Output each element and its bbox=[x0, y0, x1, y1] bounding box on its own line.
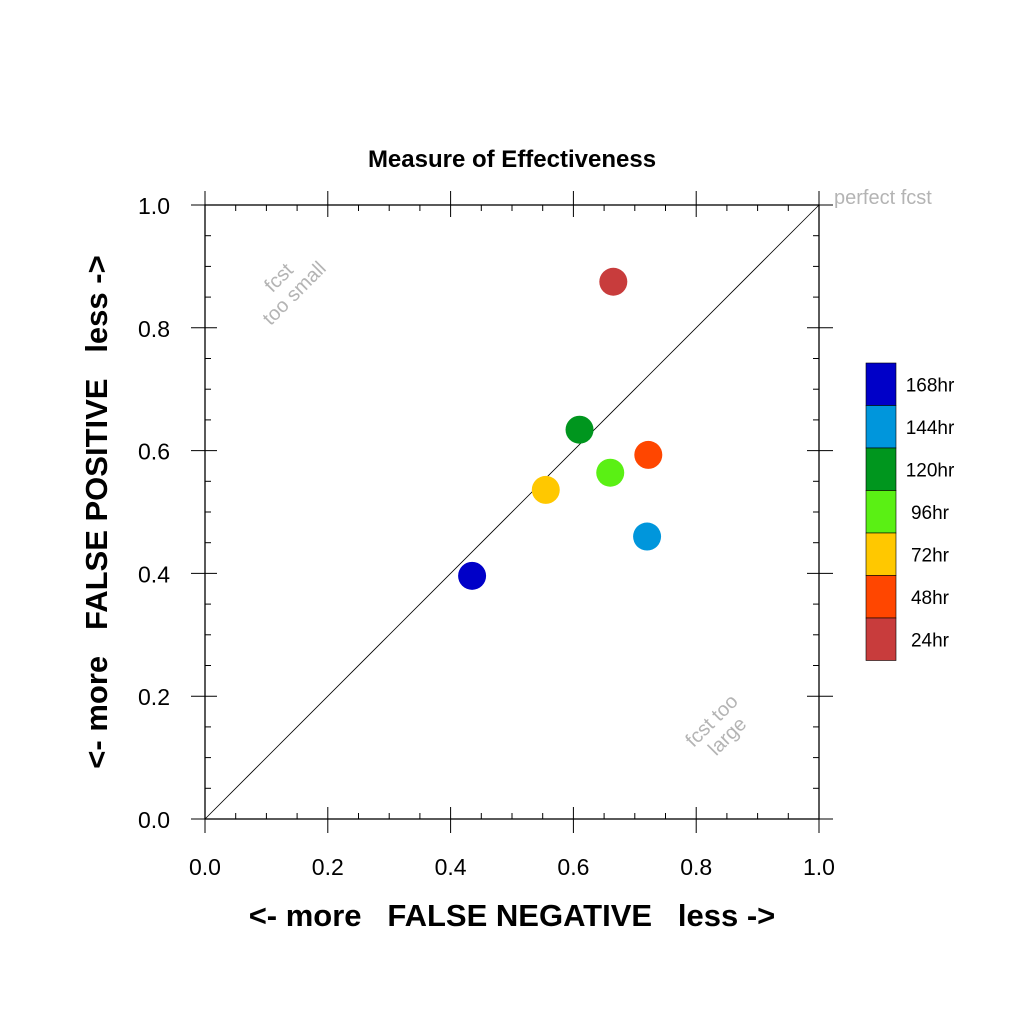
y-tick-label: 0.2 bbox=[138, 684, 170, 710]
x-tick-label: 1.0 bbox=[803, 854, 835, 880]
point-144hr bbox=[633, 522, 662, 551]
y-tick-label: 0.8 bbox=[138, 316, 170, 342]
legend-swatch-144hr bbox=[865, 405, 897, 449]
legend-label-48hr: 48hr bbox=[911, 588, 950, 609]
legend-swatch-96hr bbox=[865, 490, 897, 534]
fcst-too-small-label: fcst too small bbox=[259, 258, 331, 330]
diagonal-line bbox=[204, 204, 820, 820]
y-tick-label: 0.6 bbox=[138, 439, 170, 465]
x-tick-label: 0.8 bbox=[680, 854, 712, 880]
legend-label-96hr: 96hr bbox=[911, 503, 950, 524]
axis-ticks bbox=[191, 191, 833, 833]
y-tick-label: 0.4 bbox=[138, 561, 170, 587]
legend-swatch-48hr bbox=[865, 575, 897, 619]
legend-label-72hr: 72hr bbox=[911, 545, 950, 566]
legend-label-24hr: 24hr bbox=[911, 630, 950, 651]
x-tick-label: 0.0 bbox=[189, 854, 221, 880]
point-72hr bbox=[531, 475, 560, 504]
legend-label-120hr: 120hr bbox=[906, 460, 955, 481]
legend-swatch-24hr bbox=[865, 617, 897, 661]
point-96hr bbox=[596, 458, 625, 487]
y-tick-label: 0.0 bbox=[138, 807, 170, 833]
legend: 168hr 144hr 120hr 96hr 72hr 48hr 24hr bbox=[865, 362, 955, 661]
legend-label-168hr: 168hr bbox=[906, 375, 955, 396]
point-48hr bbox=[634, 440, 663, 469]
legend-swatch-168hr bbox=[865, 362, 897, 406]
chart-title: Measure of Effectiveness bbox=[368, 146, 656, 173]
data-points bbox=[458, 267, 663, 590]
x-axis-label: <- more FALSE NEGATIVE less -> bbox=[249, 898, 776, 933]
point-120hr bbox=[565, 415, 594, 444]
point-168hr bbox=[458, 561, 487, 590]
y-tick-label: 1.0 bbox=[138, 193, 170, 219]
point-24hr bbox=[599, 267, 628, 296]
fcst-too-large-label: fcst too large bbox=[682, 691, 752, 761]
perfect-fcst-label: perfect fcst bbox=[834, 187, 932, 209]
fcst-too-small-line2: too small bbox=[259, 258, 331, 330]
legend-swatch-72hr bbox=[865, 532, 897, 576]
x-tick-label: 0.6 bbox=[557, 854, 589, 880]
legend-label-144hr: 144hr bbox=[906, 418, 955, 439]
x-tick-label: 0.2 bbox=[312, 854, 344, 880]
x-tick-label: 0.4 bbox=[435, 854, 467, 880]
y-axis-label: <- more FALSE POSITIVE less -> bbox=[79, 255, 114, 768]
y-tick-labels: 0.0 0.2 0.4 0.6 0.8 1.0 bbox=[138, 193, 170, 833]
x-tick-labels: 0.0 0.2 0.4 0.6 0.8 1.0 bbox=[189, 854, 835, 880]
legend-swatch-120hr bbox=[865, 447, 897, 491]
